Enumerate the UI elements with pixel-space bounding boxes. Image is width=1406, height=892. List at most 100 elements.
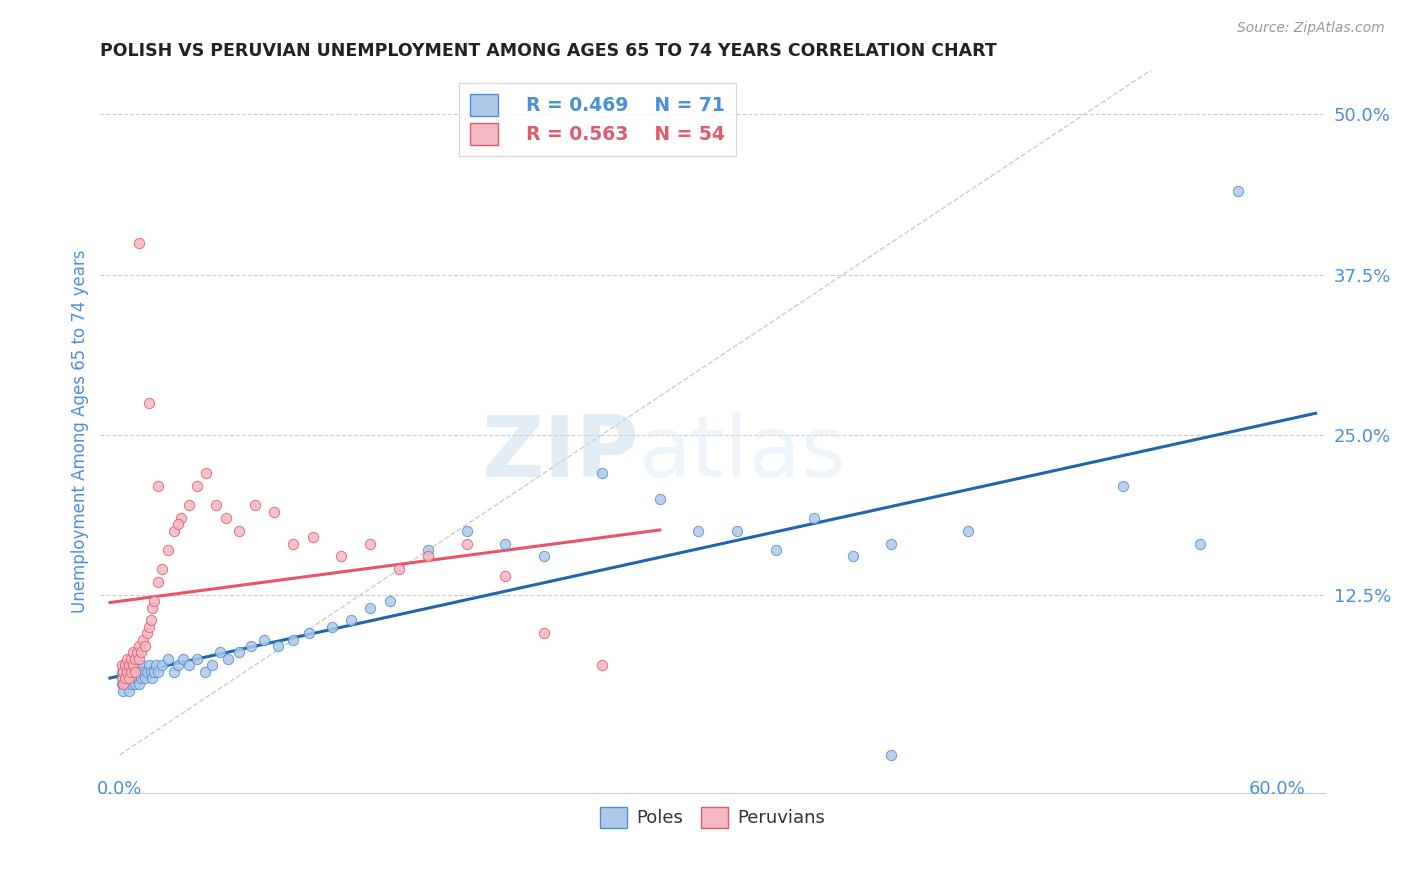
Point	[114, 658, 136, 673]
Point	[301, 530, 323, 544]
Point	[124, 652, 146, 666]
Point	[330, 549, 353, 564]
Point	[321, 620, 343, 634]
Point	[112, 684, 135, 698]
Point	[138, 620, 160, 634]
Point	[359, 600, 381, 615]
Point	[134, 639, 156, 653]
Point	[139, 614, 162, 628]
Point	[880, 536, 903, 550]
Point	[120, 665, 142, 679]
Point	[129, 645, 152, 659]
Point	[110, 677, 132, 691]
Point	[177, 498, 200, 512]
Point	[841, 549, 863, 564]
Point	[128, 665, 150, 679]
Point	[1188, 536, 1211, 550]
Point	[418, 543, 440, 558]
Point	[128, 639, 150, 653]
Point	[110, 665, 132, 679]
Point	[228, 645, 250, 659]
Y-axis label: Unemployment Among Ages 65 to 74 years: Unemployment Among Ages 65 to 74 years	[72, 250, 89, 613]
Point	[129, 671, 152, 685]
Point	[118, 665, 141, 679]
Point	[125, 665, 148, 679]
Point	[193, 665, 215, 679]
Point	[591, 466, 613, 480]
Point	[456, 524, 478, 538]
Point	[114, 671, 136, 685]
Point	[120, 658, 142, 673]
Point	[117, 665, 139, 679]
Point	[215, 511, 238, 525]
Point	[340, 614, 363, 628]
Point	[118, 658, 141, 673]
Point	[114, 671, 136, 685]
Point	[166, 658, 188, 673]
Point	[148, 665, 170, 679]
Point	[298, 626, 321, 640]
Point	[112, 665, 135, 679]
Point	[205, 498, 228, 512]
Point	[132, 665, 155, 679]
Point	[201, 658, 224, 673]
Point	[117, 652, 139, 666]
Point	[803, 511, 825, 525]
Point	[163, 524, 186, 538]
Point	[195, 466, 218, 480]
Point	[128, 235, 150, 250]
Point	[418, 549, 440, 564]
Point	[118, 684, 141, 698]
Point	[143, 665, 166, 679]
Point	[124, 665, 146, 679]
Text: 0.0%: 0.0%	[97, 780, 142, 798]
Point	[243, 498, 266, 512]
Point	[1112, 479, 1135, 493]
Point	[141, 671, 163, 685]
Point	[177, 658, 200, 673]
Point	[118, 671, 141, 685]
Point	[186, 479, 208, 493]
Point	[125, 645, 148, 659]
Point	[494, 568, 516, 582]
Point	[118, 671, 141, 685]
Point	[134, 671, 156, 685]
Point	[880, 747, 903, 762]
Text: POLISH VS PERUVIAN UNEMPLOYMENT AMONG AGES 65 TO 74 YEARS CORRELATION CHART: POLISH VS PERUVIAN UNEMPLOYMENT AMONG AG…	[100, 42, 997, 60]
Point	[388, 562, 411, 576]
Point	[128, 652, 150, 666]
Point	[145, 658, 167, 673]
Point	[110, 671, 132, 685]
Point	[957, 524, 980, 538]
Point	[163, 665, 186, 679]
Point	[124, 658, 146, 673]
Point	[135, 665, 157, 679]
Point	[239, 639, 262, 653]
Point	[253, 632, 276, 647]
Point	[114, 677, 136, 691]
Point	[283, 536, 305, 550]
Point	[494, 536, 516, 550]
Point	[156, 543, 179, 558]
Point	[110, 658, 132, 673]
Point	[128, 677, 150, 691]
Point	[456, 536, 478, 550]
Point	[141, 600, 163, 615]
Point	[114, 658, 136, 673]
Point	[124, 677, 146, 691]
Point	[765, 543, 787, 558]
Point	[112, 671, 135, 685]
Text: atlas: atlas	[640, 412, 848, 495]
Point	[170, 511, 193, 525]
Point	[378, 594, 401, 608]
Point	[117, 677, 139, 691]
Point	[533, 549, 555, 564]
Point	[533, 626, 555, 640]
Point	[166, 517, 188, 532]
Point	[208, 645, 231, 659]
Point	[150, 562, 173, 576]
Point	[359, 536, 381, 550]
Point	[267, 639, 290, 653]
Point	[156, 652, 179, 666]
Point	[122, 645, 145, 659]
